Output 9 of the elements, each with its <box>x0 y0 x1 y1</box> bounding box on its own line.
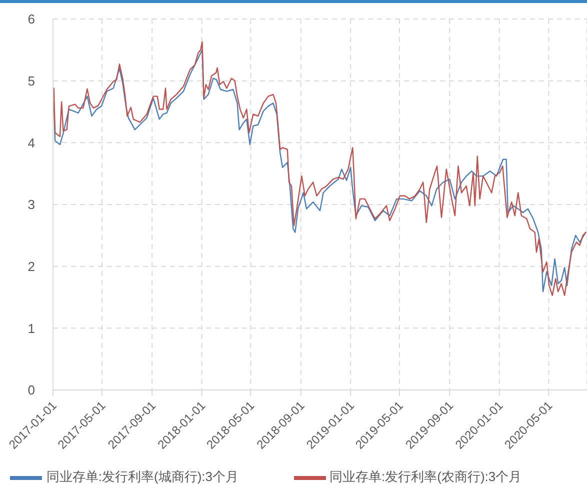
y-tick-label: 5 <box>28 73 35 88</box>
y-tick-label: 4 <box>28 135 35 150</box>
y-tick-label: 0 <box>28 382 35 398</box>
y-tick-label: 6 <box>28 12 35 27</box>
legend-label: 同业存单:发行利率(农商行):3个月 <box>330 469 522 484</box>
y-tick-label: 2 <box>28 258 35 274</box>
y-tick-label: 3 <box>28 197 35 212</box>
y-tick-label: 1 <box>28 320 35 336</box>
legend-label: 同业存单:发行利率(城商行):3个月 <box>46 469 238 484</box>
